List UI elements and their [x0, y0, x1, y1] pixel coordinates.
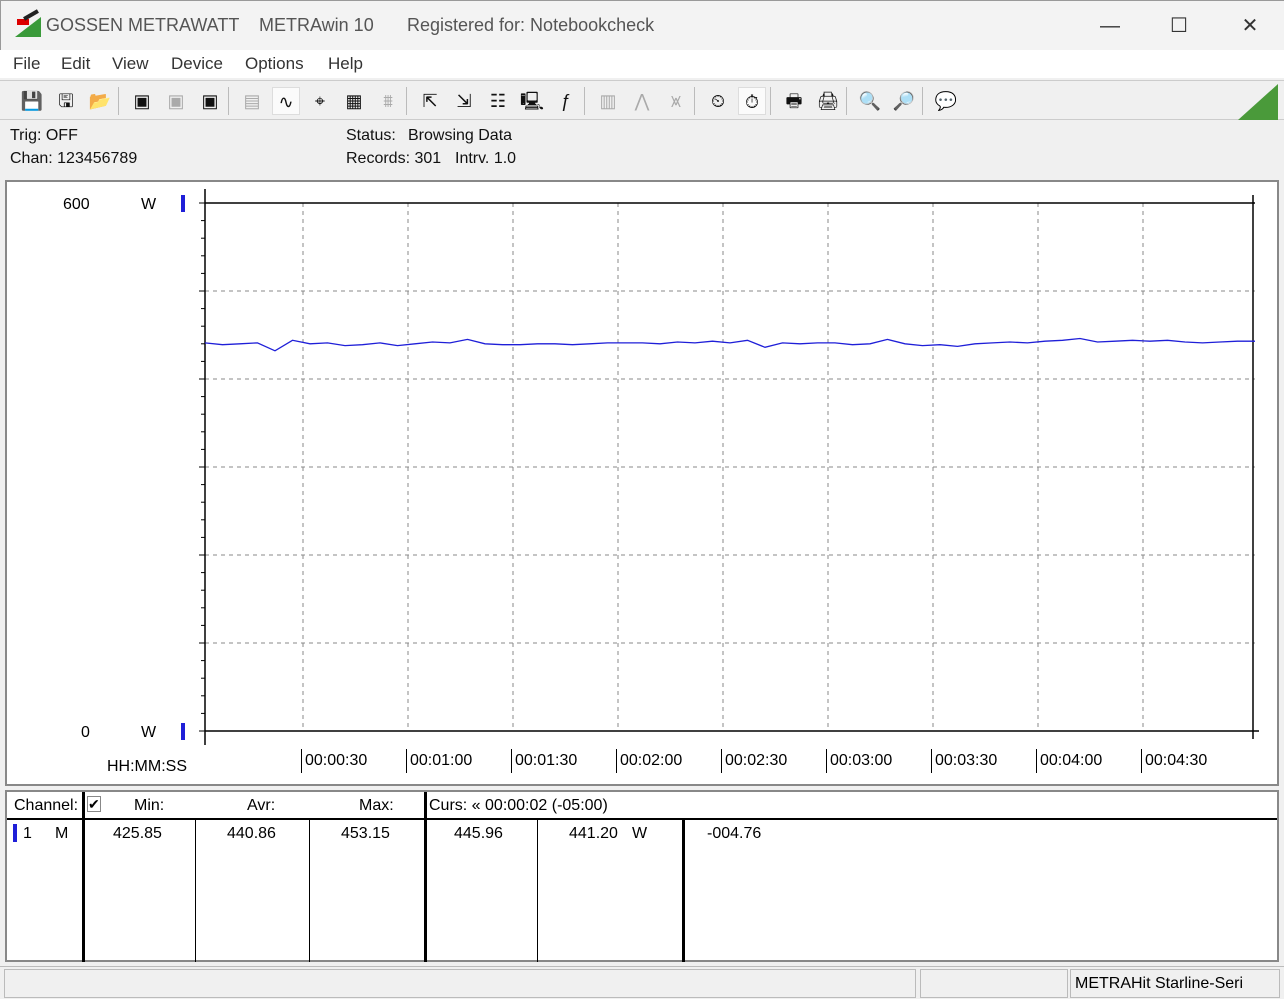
title-bar: GOSSEN METRAWATT METRAwin 10 Registered … — [0, 0, 1284, 50]
y-unit-top: W — [141, 196, 157, 213]
x-tick-label: 00:02:00 — [616, 749, 682, 773]
x-tick-label: 00:01:00 — [406, 749, 472, 773]
zoom-waveform-icon[interactable]: 🔍 — [858, 91, 882, 111]
menu-device[interactable]: Device — [171, 54, 223, 73]
status-bar: METRAHit Starline-Seri — [0, 966, 1284, 999]
header-min: Min: — [134, 797, 165, 814]
app-title: METRAwin 10 — [259, 15, 374, 35]
crosshair-cursor-icon[interactable]: ⌖ — [314, 91, 326, 111]
row-cursor-2: 441.20 — [569, 825, 618, 842]
channel-stats-table: Channel: ✔ Min: Avr: Max: Curs: « 00:00:… — [5, 790, 1279, 962]
chart-panel[interactable]: 600 W 0 W HH:MM:SS 00:00:30 00:01:00 00:01… — [5, 180, 1279, 786]
menu-bar: File Edit View Device Options Help — [0, 50, 1284, 78]
channel-color-marker — [13, 824, 17, 842]
device-read-disabled-icon[interactable]: ▣ — [167, 91, 185, 111]
close-button[interactable]: ✕ — [1241, 15, 1259, 37]
x-tick-label: 00:02:30 — [721, 749, 787, 773]
toolbar-separator — [770, 87, 771, 115]
open-folder-icon[interactable]: 📂 — [88, 91, 112, 111]
export-icon[interactable]: ⇱ — [422, 91, 438, 111]
menu-file[interactable]: File — [13, 54, 41, 73]
app-logo-icon — [15, 9, 41, 37]
interval-value: Intrv. 1.0 — [455, 150, 517, 167]
x-axis-label: HH:MM:SS — [107, 758, 187, 775]
x-tick-label: 00:00:30 — [301, 749, 367, 773]
data-list-icon[interactable]: ☷ — [489, 91, 507, 111]
signal-icon[interactable]: ⩙ — [670, 91, 682, 111]
toolbar-separator — [228, 87, 229, 115]
row-channel: 1 — [23, 825, 32, 842]
save-icon[interactable]: 💾 — [20, 91, 44, 111]
brand-triangle-icon — [1238, 84, 1278, 120]
x-tick-label: 00:04:00 — [1036, 749, 1102, 773]
comment-icon[interactable]: 💬 — [934, 91, 958, 111]
toolbar-separator — [922, 87, 923, 115]
status-label: Status: — [346, 127, 396, 144]
save-as-icon[interactable]: 🖫 — [58, 91, 74, 111]
row-unit: W — [632, 825, 648, 842]
y-max-marker — [181, 195, 185, 212]
menu-view[interactable]: View — [112, 54, 149, 73]
zoom-peak-icon[interactable]: 🔎 — [892, 91, 916, 111]
axes — [181, 189, 1259, 745]
chart-svg[interactable] — [7, 182, 1277, 784]
record-count: Records: 301 — [346, 150, 442, 167]
clock-settings-icon[interactable]: ⏲ — [710, 91, 726, 111]
channel-list: Chan: 123456789 — [10, 150, 138, 167]
y-min-label: 0 — [81, 724, 90, 741]
trigger-status: Trig: OFF — [10, 127, 78, 144]
channel-checkbox[interactable]: ✔ — [87, 796, 101, 812]
toolbar-separator — [584, 87, 585, 115]
row-mode: M — [55, 825, 69, 842]
registration-text: Registered for: Notebookcheck — [407, 15, 655, 35]
toolbar: 💾 🖫 📂 ▣ ▣ ▣ ▤ ∿ ⌖ ▦ ⩩ ⇱ ⇲ ☷ 🖳 ƒ ▥ ⋀ ⩙ ⏲ ⏱ 🖶 🖨 🔍 🔎 💬 — [0, 80, 1284, 120]
minimize-button[interactable]: — — [1100, 15, 1120, 37]
row-max: 453.15 — [341, 825, 390, 842]
print-icon[interactable]: 🖨 — [816, 91, 840, 111]
meter-icon[interactable]: ▥ — [599, 91, 617, 111]
device-memory-icon[interactable]: ▣ — [201, 91, 219, 111]
device-read-icon[interactable]: ▣ — [133, 91, 151, 111]
digital-display-icon[interactable]: ▤ — [243, 91, 261, 111]
menu-options[interactable]: Options — [245, 54, 304, 73]
toolbar-separator — [694, 87, 695, 115]
grid-lines — [205, 203, 1255, 731]
y-unit-bottom: W — [141, 724, 157, 741]
header-channel: Channel: — [14, 797, 79, 814]
toolbar-separator — [846, 87, 847, 115]
y-max-label: 600 — [63, 196, 90, 213]
toolbar-separator — [118, 87, 119, 115]
monitor-icon[interactable]: 🖳 — [519, 91, 544, 111]
menu-help[interactable]: Help — [328, 54, 363, 73]
x-tick-label: 00:04:30 — [1141, 749, 1207, 773]
x-tick-label: 00:03:30 — [931, 749, 997, 773]
y-min-marker — [181, 723, 185, 740]
waveform-view-icon[interactable]: ∿ — [272, 87, 300, 115]
row-min: 425.85 — [113, 825, 162, 842]
import-icon[interactable]: ⇲ — [456, 91, 472, 111]
x-tick-label: 00:01:30 — [511, 749, 577, 773]
series-line-channel-1 — [204, 337, 1255, 352]
status-value: Browsing Data — [408, 127, 513, 144]
x-tick-label: 00:03:00 — [826, 749, 892, 773]
timer-icon[interactable]: ⏱ — [738, 87, 766, 115]
histogram-icon[interactable]: ⩩ — [383, 91, 393, 111]
print-preview-icon[interactable]: 🖶 — [785, 91, 803, 111]
row-avr: 440.86 — [227, 825, 276, 842]
row-difference: -004.76 — [707, 825, 762, 842]
header-cursor: Curs: « 00:00:02 (-05:00) — [429, 797, 608, 814]
menu-edit[interactable]: Edit — [61, 54, 91, 73]
table-view-icon[interactable]: ▦ — [345, 91, 363, 111]
device-name: METRAHit Starline-Seri — [1075, 975, 1244, 992]
function-icon[interactable]: ƒ — [560, 91, 571, 111]
maximize-button[interactable]: ☐ — [1170, 15, 1188, 37]
header-avr: Avr: — [247, 797, 276, 814]
brand-name: GOSSEN METRAWATT — [46, 15, 240, 35]
row-cursor-1: 445.96 — [454, 825, 503, 842]
header-max: Max: — [359, 797, 394, 814]
toolbar-separator — [406, 87, 407, 115]
trigger-icon[interactable]: ⋀ — [634, 91, 650, 111]
